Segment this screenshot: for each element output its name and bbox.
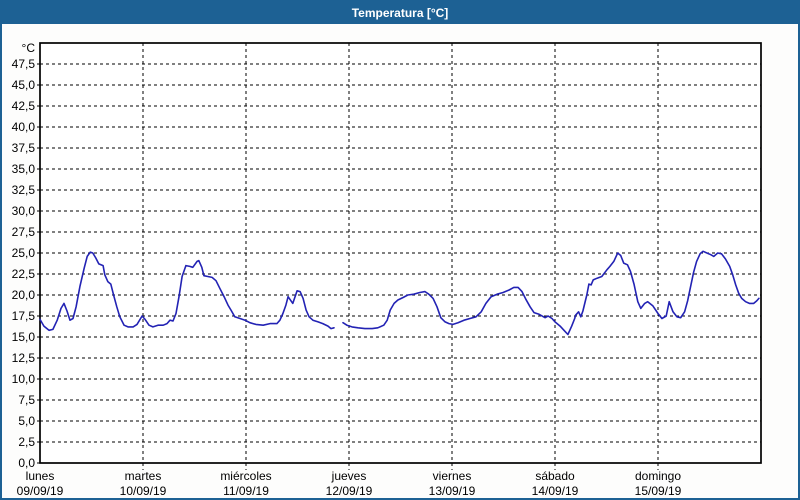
y-tick-label: 42,5 bbox=[12, 99, 36, 113]
window-title: Temperatura [°C] bbox=[351, 6, 449, 20]
day-date-label: 12/09/19 bbox=[326, 484, 373, 498]
day-name-label: viernes bbox=[433, 469, 472, 483]
y-tick-label: 22,5 bbox=[12, 267, 36, 281]
y-tick-label: 5,0 bbox=[18, 414, 35, 428]
day-date-label: 15/09/19 bbox=[635, 484, 682, 498]
window-titlebar: Temperatura [°C] bbox=[2, 2, 798, 24]
y-tick-label: 27,5 bbox=[12, 225, 36, 239]
day-date-label: 09/09/19 bbox=[17, 484, 64, 498]
y-tick-label: 15,0 bbox=[12, 330, 36, 344]
y-tick-label: 37,5 bbox=[12, 141, 36, 155]
day-name-label: jueves bbox=[331, 469, 367, 483]
temperature-line bbox=[39, 251, 335, 332]
day-name-label: sábado bbox=[535, 469, 575, 483]
temperature-line bbox=[342, 250, 760, 336]
y-tick-label: 25,0 bbox=[12, 246, 36, 260]
y-tick-label: 17,5 bbox=[12, 309, 36, 323]
y-tick-label: 45,0 bbox=[12, 78, 36, 92]
y-tick-label: 40,0 bbox=[12, 120, 36, 134]
day-date-label: 13/09/19 bbox=[429, 484, 476, 498]
y-axis-unit-label: °C bbox=[22, 41, 36, 55]
y-tick-label: 47,5 bbox=[12, 57, 36, 71]
y-tick-label: 30,0 bbox=[12, 204, 36, 218]
y-tick-label: 2,5 bbox=[18, 435, 35, 449]
day-name-label: miércoles bbox=[220, 469, 271, 483]
y-tick-label: 7,5 bbox=[18, 393, 35, 407]
day-date-label: 10/09/19 bbox=[120, 484, 167, 498]
y-tick-label: 12,5 bbox=[12, 351, 36, 365]
temperature-chart: 0,0 2,5 5,0 7,5 10,0 12,5 15,0 17,5 20,0 22,5 25,0… bbox=[12, 41, 762, 498]
day-date-label: 11/09/19 bbox=[223, 484, 269, 498]
y-tick-label: 10,0 bbox=[12, 372, 36, 386]
y-tick-label: 32,5 bbox=[12, 183, 36, 197]
y-tick-label: 35,0 bbox=[12, 162, 36, 176]
chart-panel: 0,0 2,5 5,0 7,5 10,0 12,5 15,0 17,5 20,0 22,5 25,0… bbox=[2, 24, 798, 498]
day-name-label: martes bbox=[125, 469, 162, 483]
y-tick-label: 0,0 bbox=[18, 456, 35, 470]
y-tick-label: 20,0 bbox=[12, 288, 36, 302]
day-name-label: domingo bbox=[635, 469, 681, 483]
plot-frame bbox=[39, 42, 762, 464]
day-date-label: 14/09/19 bbox=[532, 484, 579, 498]
day-name-label: lunes bbox=[26, 469, 55, 483]
